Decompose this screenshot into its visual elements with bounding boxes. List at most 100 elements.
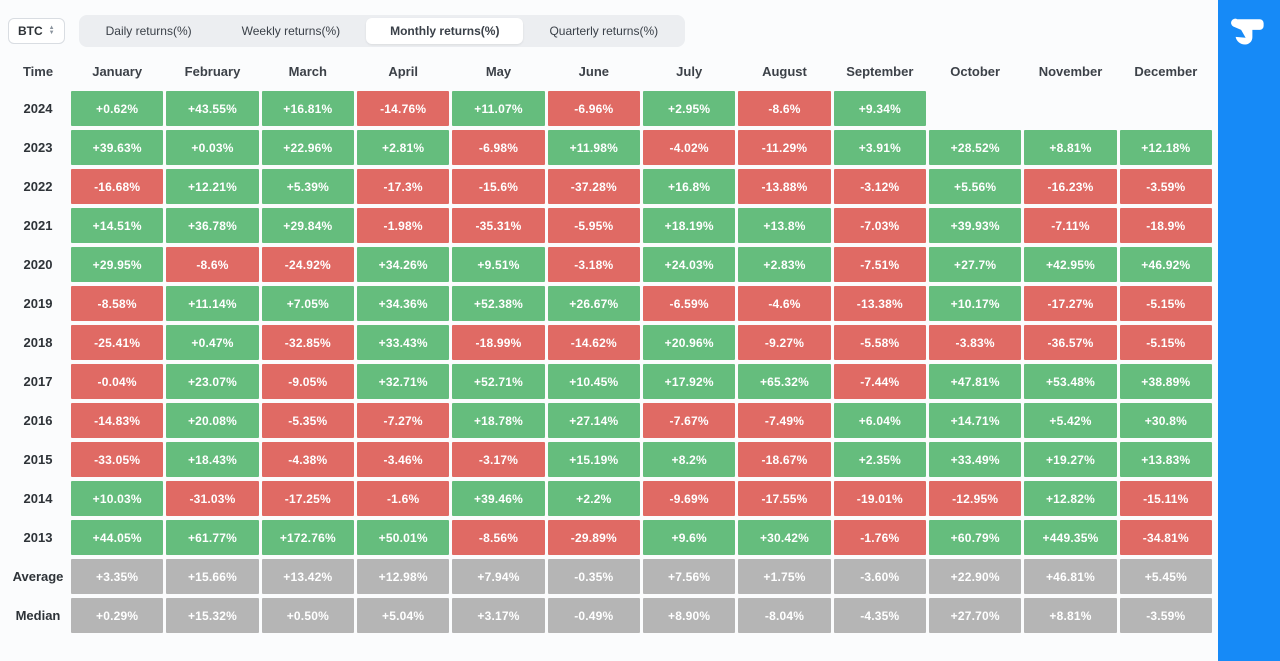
table-row-2021: 2021 +14.51% +36.78% +29.84% -1.98% -35.31% -5… bbox=[8, 208, 1212, 243]
return-cell: -16.68% bbox=[71, 169, 164, 204]
row-label: 2023 bbox=[23, 140, 53, 155]
brand-logo-icon bbox=[1231, 18, 1264, 45]
return-cell: +39.93% bbox=[929, 208, 1022, 243]
return-cell: +2.35% bbox=[833, 442, 926, 477]
return-cell: -8.6% bbox=[738, 91, 831, 126]
symbol-select[interactable]: BTC ▲ ▼ bbox=[8, 18, 65, 44]
return-cell: +44.05% bbox=[71, 520, 164, 555]
return-cell: +2.81% bbox=[357, 130, 450, 165]
return-cell: +18.43% bbox=[166, 442, 259, 477]
return-cell: +5.39% bbox=[261, 169, 354, 204]
return-cell: +38.89% bbox=[1119, 364, 1212, 399]
return-cell: +22.90% bbox=[929, 559, 1022, 594]
return-cell: -19.01% bbox=[833, 481, 926, 516]
return-cell: -3.59% bbox=[1119, 169, 1212, 204]
return-cell: +7.56% bbox=[643, 559, 736, 594]
return-cell: -16.23% bbox=[1024, 169, 1117, 204]
return-cell: -14.76% bbox=[357, 91, 450, 126]
return-cell: +0.47% bbox=[166, 325, 259, 360]
return-cell: -14.83% bbox=[71, 403, 164, 438]
return-cell: +16.8% bbox=[643, 169, 736, 204]
return-cell: -12.95% bbox=[929, 481, 1022, 516]
return-cell: -32.85% bbox=[261, 325, 354, 360]
return-cell: -29.89% bbox=[547, 520, 640, 555]
return-cell: -4.02% bbox=[643, 130, 736, 165]
return-cell: +13.42% bbox=[261, 559, 354, 594]
return-cell: +27.70% bbox=[929, 598, 1022, 633]
return-cell: -15.6% bbox=[452, 169, 545, 204]
table-row-2014: 2014 +10.03% -31.03% -17.25% -1.6% +39.46% +2.… bbox=[8, 481, 1212, 516]
return-cell: +20.08% bbox=[166, 403, 259, 438]
return-cell: -6.96% bbox=[547, 91, 640, 126]
return-cell: +10.17% bbox=[929, 286, 1022, 321]
return-cell: +5.04% bbox=[357, 598, 450, 633]
return-cell: +12.98% bbox=[357, 559, 450, 594]
column-header-january: January bbox=[92, 64, 143, 79]
main-content: BTC ▲ ▼ Daily returns(%) Weekly returns(%)… bbox=[8, 15, 1212, 633]
return-cell bbox=[1120, 91, 1212, 126]
table-row-2019: 2019 -8.58% +11.14% +7.05% +34.36% +52.38% +26… bbox=[8, 286, 1212, 321]
return-cell: +60.79% bbox=[929, 520, 1022, 555]
return-cell: -3.60% bbox=[833, 559, 926, 594]
row-label: Average bbox=[12, 569, 64, 584]
return-cell: +8.90% bbox=[643, 598, 736, 633]
tab-daily-returns[interactable]: Daily returns(%) bbox=[105, 24, 192, 38]
tab-weekly-returns[interactable]: Weekly returns(%) bbox=[241, 24, 341, 38]
return-cell: -24.92% bbox=[261, 247, 354, 282]
return-cell: +14.71% bbox=[929, 403, 1022, 438]
return-cell: +30.42% bbox=[738, 520, 831, 555]
returns-tabs: Daily returns(%) Weekly returns(%) Monthly… bbox=[78, 15, 686, 47]
return-cell: +18.19% bbox=[643, 208, 736, 243]
return-cell: +7.94% bbox=[452, 559, 545, 594]
return-cell: +2.83% bbox=[738, 247, 831, 282]
return-cell: -18.99% bbox=[452, 325, 545, 360]
return-cell: +53.48% bbox=[1024, 364, 1117, 399]
return-cell: +47.81% bbox=[929, 364, 1022, 399]
return-cell: -4.6% bbox=[738, 286, 831, 321]
return-cell: +9.34% bbox=[833, 91, 926, 126]
return-cell: +26.67% bbox=[547, 286, 640, 321]
column-header-september: September bbox=[846, 64, 914, 79]
return-cell: +8.2% bbox=[643, 442, 736, 477]
return-cell: +11.98% bbox=[547, 130, 640, 165]
return-cell: +8.81% bbox=[1024, 598, 1117, 633]
return-cell: -9.05% bbox=[261, 364, 354, 399]
return-cell: -4.38% bbox=[261, 442, 354, 477]
return-cell: -15.11% bbox=[1119, 481, 1212, 516]
return-cell: +29.84% bbox=[261, 208, 354, 243]
return-cell: -5.58% bbox=[833, 325, 926, 360]
return-cell: +10.03% bbox=[71, 481, 164, 516]
return-cell: +3.17% bbox=[452, 598, 545, 633]
return-cell: -14.62% bbox=[547, 325, 640, 360]
return-cell: +52.71% bbox=[452, 364, 545, 399]
column-header-march: March bbox=[288, 64, 327, 79]
return-cell: -4.35% bbox=[833, 598, 926, 633]
return-cell: +2.2% bbox=[547, 481, 640, 516]
return-cell: +15.19% bbox=[547, 442, 640, 477]
return-cell: +7.05% bbox=[261, 286, 354, 321]
return-cell: -8.04% bbox=[738, 598, 831, 633]
tab-quarterly-returns[interactable]: Quarterly returns(%) bbox=[549, 24, 659, 38]
table-row-2020: 2020 +29.95% -8.6% -24.92% +34.26% +9.51% -3.1… bbox=[8, 247, 1212, 282]
tab-monthly-returns[interactable]: Monthly returns(%) bbox=[366, 18, 524, 44]
return-cell: +50.01% bbox=[357, 520, 450, 555]
return-cell: +16.81% bbox=[261, 91, 354, 126]
return-cell: -3.18% bbox=[547, 247, 640, 282]
return-cell: +43.55% bbox=[166, 91, 259, 126]
row-label: 2021 bbox=[23, 218, 53, 233]
return-cell: +5.45% bbox=[1119, 559, 1212, 594]
table-row-2017: 2017 -0.04% +23.07% -9.05% +32.71% +52.71% +10… bbox=[8, 364, 1212, 399]
return-cell: -8.58% bbox=[71, 286, 164, 321]
return-cell: -5.35% bbox=[261, 403, 354, 438]
return-cell: -7.11% bbox=[1024, 208, 1117, 243]
table-row-2018: 2018 -25.41% +0.47% -32.85% +33.43% -18.99% -1… bbox=[8, 325, 1212, 360]
return-cell: -3.17% bbox=[452, 442, 545, 477]
row-label: 2015 bbox=[23, 452, 53, 467]
return-cell: +27.7% bbox=[929, 247, 1022, 282]
return-cell: -9.69% bbox=[643, 481, 736, 516]
return-cell: +34.36% bbox=[357, 286, 450, 321]
return-cell: +23.07% bbox=[166, 364, 259, 399]
return-cell: +29.95% bbox=[71, 247, 164, 282]
column-header-february: February bbox=[184, 64, 241, 79]
return-cell: -3.46% bbox=[357, 442, 450, 477]
